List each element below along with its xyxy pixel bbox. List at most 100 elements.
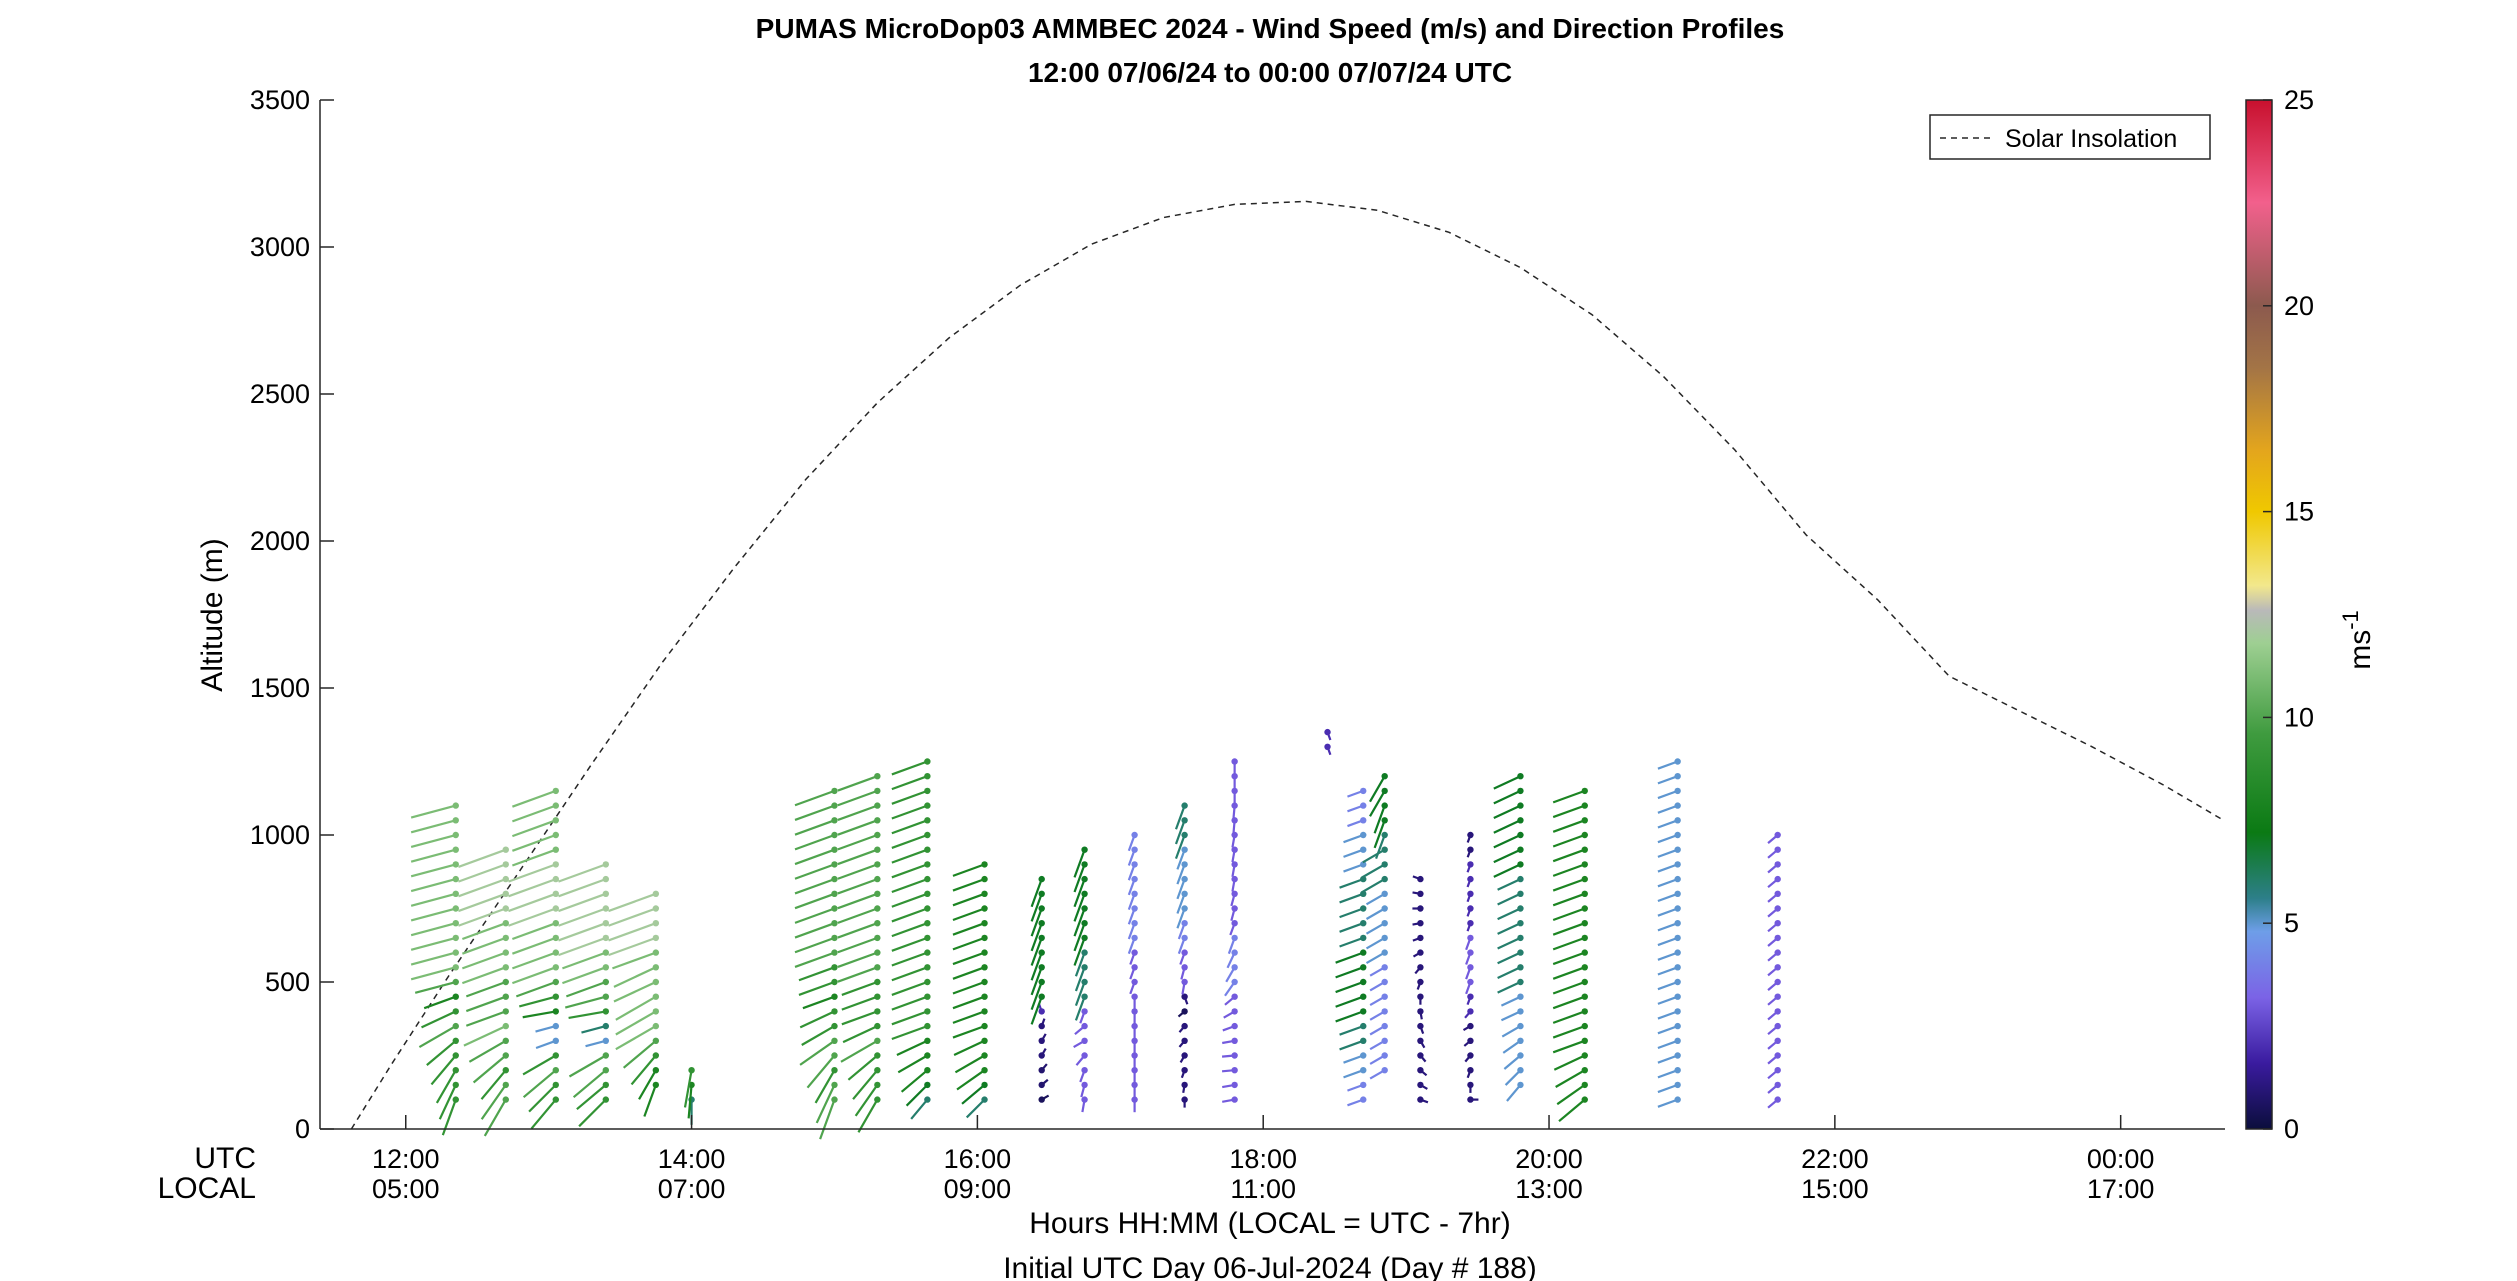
wind-barb-point [1581,875,1588,883]
plot-area [320,100,2225,1129]
wind-barb-point [1181,875,1188,883]
wind-barb [480,1069,507,1100]
wind-barb [564,995,607,1009]
wind-barb [1030,893,1043,922]
wind-barb-point [1131,964,1138,971]
wind-barb [512,789,557,808]
wind-barb-point [924,934,931,942]
wind-barb [1657,775,1679,785]
wind-barb-point [831,890,838,897]
wind-barb [1074,981,1086,1007]
wind-barb [1497,981,1521,994]
wind-barb-point [1231,1008,1238,1015]
wind-barb-point [874,978,881,986]
wind-barb [1657,804,1679,814]
wind-barb-point [831,993,838,1000]
wind-barb-point [652,949,660,956]
wind-barb-point [1674,1081,1681,1089]
wind-barb [952,995,985,1010]
wind-profile [1462,831,1479,1103]
wind-barb-point [552,1067,560,1074]
wind-barb [854,1084,879,1117]
wind-barb [1497,936,1521,950]
wind-barb-point [602,949,610,956]
wind-barb-point [552,949,560,956]
wind-barb [847,1054,879,1081]
wind-barb [1497,892,1521,906]
wind-barb-point [1417,1052,1424,1059]
chart-footer: Initial UTC Day 06-Jul-2024 (Day # 188) [1003,1252,1537,1281]
wind-barb-point [1081,905,1088,912]
wind-barb [565,980,607,998]
wind-barb [483,1099,507,1137]
wind-barb-point [1774,1022,1781,1030]
wind-barb-point [1081,1081,1088,1089]
wind-barb-point [874,846,881,853]
wind-barb-point [1360,949,1367,956]
wind-barb [896,1039,928,1056]
wind-barb [461,966,507,985]
wind-barb-point [1467,920,1474,927]
wind-barb-point [981,861,988,868]
wind-barb-point [1581,1008,1588,1015]
wind-barb [1552,878,1586,892]
wind-barb [465,1010,507,1027]
wind-barb-point [1081,978,1088,986]
wind-barb-point [1038,949,1045,956]
wind-barb [1365,951,1386,965]
wind-barb-point [1674,773,1681,780]
wind-barb-point [1674,1022,1681,1030]
wind-barb-point [1231,978,1238,986]
wind-barb [1339,907,1364,919]
wind-barb-point [1774,890,1781,897]
wind-barb-point [1231,846,1238,853]
wind-barb-point [874,773,881,780]
wind-barb-point [1131,905,1138,912]
wind-barb-point [831,1022,838,1030]
wind-barb-point [1774,1008,1781,1015]
wind-barb-point [1774,920,1781,927]
wind-barb [891,775,928,791]
wind-barb-point [1674,802,1681,809]
wind-barb-point [1038,978,1045,986]
wind-barb-point [1324,743,1331,750]
wind-barb-point [874,802,881,809]
wind-barb [1504,1069,1522,1086]
wind-barb-point [502,964,509,971]
wind-barb [562,951,607,970]
wind-barb [954,1054,986,1074]
wind-barb [1030,966,1043,996]
wind-barb-point [981,905,988,912]
wind-barb-point [1360,905,1367,912]
wind-barb [1502,1039,1522,1054]
wind-barb [1365,892,1386,906]
wind-barb [952,936,985,951]
wind-barb [1552,1010,1586,1024]
wind-barb-point [1774,964,1781,971]
wind-barb-point [1081,920,1088,927]
wind-barb [837,892,878,910]
wind-barb-point [831,905,838,912]
wind-barb [798,980,835,996]
wind-barb [578,1098,607,1128]
wind-barb [837,848,878,866]
wind-barb-point [552,817,560,824]
wind-barb [530,1098,557,1130]
wind-barb [837,878,878,895]
wind-barb-point [552,934,560,942]
wind-barb-point [1181,920,1188,927]
wind-barb [910,1098,929,1120]
wind-barb [1552,907,1586,922]
wind-barb-point [874,890,881,897]
wind-barb-point [1517,773,1524,780]
wind-barb-point [1774,978,1781,986]
wind-barb [562,966,607,985]
wind-barb [837,922,878,939]
wind-barb [508,907,557,927]
wind-barb-point [831,1081,838,1089]
wind-barb [961,1084,986,1105]
wind-barb-point [981,934,988,942]
wind-barb [952,966,985,980]
wind-barb [1657,819,1679,829]
wind-barb [608,922,657,942]
